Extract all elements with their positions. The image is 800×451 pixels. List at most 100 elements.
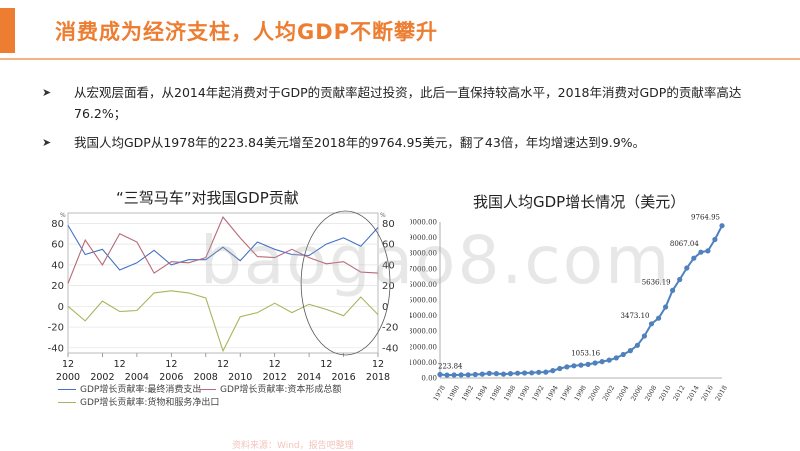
y-tick-right: 40: [382, 260, 395, 271]
data-point: [479, 371, 485, 377]
x-tick-year: 2006: [159, 372, 183, 383]
x-tick: 2000: [587, 384, 602, 402]
y-tick-left: 40: [51, 260, 64, 271]
data-point: [691, 255, 697, 261]
legend-item-net-export: GDP增长贡献率:货物和服务净出口: [58, 395, 219, 408]
bullet-text: 从宏观层面看，从2014年起消费对于GDP的贡献率超过投资，此后一直保持较高水平…: [74, 85, 742, 121]
highlight-ellipse: [300, 210, 391, 356]
data-point: [641, 333, 647, 339]
data-point: [663, 304, 669, 310]
data-label: 223.84: [438, 363, 463, 371]
x-tick-year: 2012: [263, 372, 287, 383]
header-accent-bar: [0, 8, 15, 53]
page-title: 消费成为经济支柱，人均GDP不断攀升: [55, 20, 439, 44]
data-point: [486, 370, 492, 376]
y-tick: 10000.00: [410, 219, 437, 227]
x-tick-year: 2016: [331, 372, 355, 383]
x-tick: 1992: [530, 384, 545, 402]
data-point: [627, 348, 633, 354]
x-tick: 1996: [559, 384, 574, 402]
y-unit-right: %: [380, 212, 386, 219]
data-label: 9764.95: [691, 214, 720, 222]
right-chart-title: 我国人均GDP增长情况（美元）: [473, 193, 686, 211]
data-point: [705, 248, 711, 254]
x-tick-month: 12: [372, 359, 384, 370]
data-point: [585, 361, 591, 367]
data-point: [536, 369, 542, 375]
y-tick: 9000.00: [410, 234, 437, 242]
y-tick-right: -20: [382, 323, 398, 334]
data-point: [719, 223, 725, 229]
data-label: 5636.19: [642, 278, 671, 286]
y-tick: 4000.00: [410, 312, 437, 320]
y-tick-right: 20: [382, 281, 395, 292]
data-point: [543, 369, 549, 375]
y-tick-right: 80: [382, 219, 395, 230]
data-point: [557, 365, 563, 372]
y-tick-left: -20: [48, 323, 64, 334]
x-tick-year: 2000: [56, 372, 80, 383]
data-point: [712, 236, 718, 243]
data-point: [613, 355, 619, 361]
data-point: [437, 371, 443, 378]
data-point: [472, 371, 478, 378]
data-point: [606, 357, 612, 363]
legend-swatch: [58, 402, 76, 403]
y-tick: 6000.00: [410, 281, 437, 289]
data-point: [599, 359, 605, 365]
y-tick: 2000.00: [410, 343, 437, 351]
source-note: 资料来源：Wind，报告吧整理: [232, 441, 354, 451]
x-tick: 1978: [432, 384, 447, 402]
x-tick-month: 12: [165, 359, 177, 370]
legend-item-investment: GDP增长贡献率:资本形成总额: [198, 382, 341, 395]
x-tick-month: 12: [114, 359, 126, 370]
data-point: [670, 287, 676, 293]
data-point: [677, 276, 683, 283]
x-tick: 1988: [502, 384, 517, 402]
header-divider: [0, 58, 800, 60]
y-tick-left: -40: [48, 343, 64, 354]
x-tick-year: 2008: [194, 372, 218, 383]
legend-label: GDP增长贡献率:货物和服务净出口: [80, 398, 220, 408]
y-unit-left: %: [60, 212, 66, 219]
x-tick: 1990: [516, 384, 531, 402]
x-tick: 2002: [601, 384, 616, 402]
arrow-right-icon: ➤: [42, 136, 52, 149]
y-tick-right: 60: [382, 240, 395, 251]
x-tick: 1980: [446, 384, 461, 402]
data-point: [550, 368, 556, 374]
data-point: [451, 372, 457, 378]
y-tick: 0.00: [421, 375, 437, 383]
x-tick-month: 12: [320, 359, 332, 370]
series-line: [67, 225, 379, 271]
series-line: [67, 216, 379, 284]
data-label: 8067.04: [670, 240, 699, 248]
x-tick-month: 12: [217, 359, 229, 370]
x-tick: 2006: [629, 384, 644, 402]
x-tick: 1982: [460, 384, 475, 402]
watermark: baogao8.com: [200, 222, 672, 299]
x-tick-year: 2002: [90, 372, 114, 383]
y-tick-left: 80: [51, 219, 64, 230]
data-point: [493, 371, 499, 377]
legend-swatch: [58, 389, 76, 390]
x-tick-year: 2014: [297, 372, 321, 383]
data-point: [444, 372, 450, 378]
bullet-text: 我国人均GDP从1978年的223.84美元增至2018年的9764.95美元，…: [74, 135, 646, 150]
data-point: [648, 321, 655, 327]
right-chart: 10000.00 9000.00 8000.00 7000.00 6000.00 5000…: [410, 214, 729, 403]
y-tick: 7000.00: [410, 265, 437, 273]
y-tick-left: 0: [58, 302, 64, 313]
y-tick-left: 20: [51, 281, 64, 292]
data-point: [507, 371, 514, 377]
x-tick: 1998: [573, 384, 588, 402]
data-point: [465, 372, 471, 378]
data-point: [634, 342, 640, 348]
data-label: 1053.16: [571, 350, 600, 358]
bullet-item: ➤ 我国人均GDP从1978年的223.84美元增至2018年的9764.95美…: [40, 132, 760, 153]
bullet-item: ➤ 从宏观层面看，从2014年起消费对于GDP的贡献率超过投资，此后一直保持较高…: [40, 82, 760, 124]
x-tick: 2014: [686, 384, 701, 402]
data-point: [515, 370, 521, 376]
x-tick: 2010: [657, 384, 672, 402]
